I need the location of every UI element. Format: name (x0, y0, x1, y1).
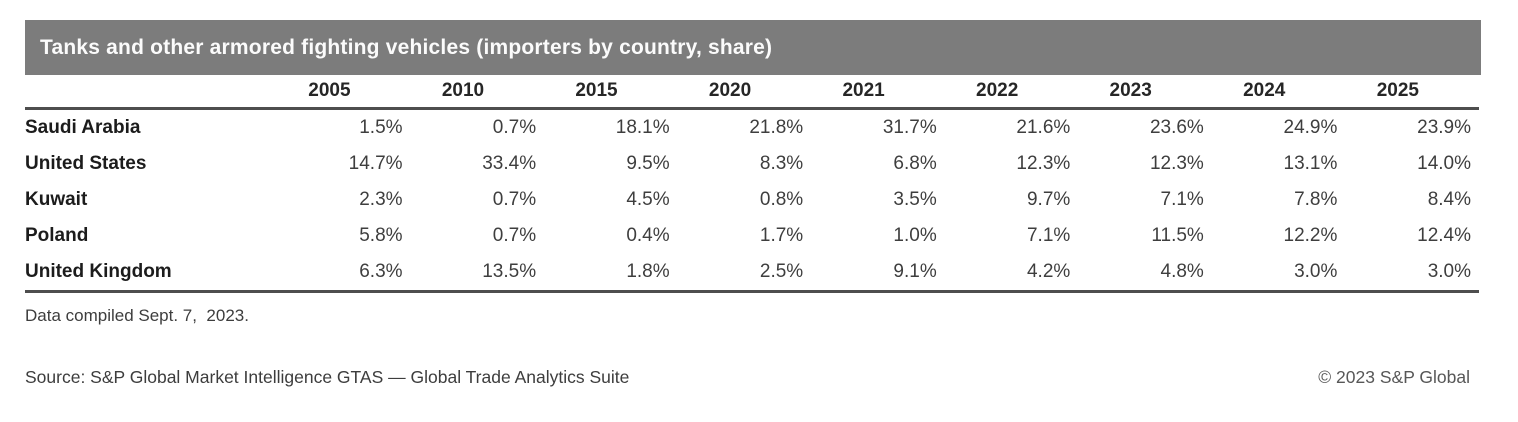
value-cell: 12.3% (1149, 153, 1204, 174)
table-row: Poland 5.8% 0.7% 0.4% 1.7% 1.0% 7.1% 11.5% 12.2%… (25, 218, 1479, 254)
value-cell: 5.8% (359, 225, 403, 246)
value-cell: 8.3% (759, 153, 804, 174)
country-cell: Kuwait (25, 189, 88, 210)
value-cell: 0.7% (492, 117, 537, 138)
value-cell: 14.7% (348, 153, 403, 174)
value-cell: 13.5% (410, 254, 545, 293)
value-cell: 0.8% (759, 189, 804, 210)
source-text: Source: S&P Global Market Intelligence G… (25, 367, 630, 387)
table-header-row: 2005 2010 2015 2020 2021 2022 2023 2024 2025 (25, 75, 1479, 110)
country-cell: United Kingdom (25, 254, 277, 293)
value-cell: 4.2% (944, 254, 1079, 293)
value-cell: 24.9% (1283, 117, 1338, 138)
year-header: 2015 (544, 75, 678, 110)
value-cell: 1.7% (759, 225, 804, 246)
country-cell: United States (25, 153, 147, 174)
value-cell: 1.5% (359, 117, 403, 138)
year-header: 2005 (277, 75, 411, 110)
country-column-header (25, 75, 277, 110)
table-row: United Kingdom 6.3% 13.5% 1.8% 2.5% 9.1% 4.2% 4… (25, 254, 1479, 293)
value-cell: 11.5% (1151, 225, 1204, 246)
value-cell: 23.9% (1417, 117, 1471, 138)
value-cell: 6.3% (277, 254, 411, 293)
year-header: 2022 (944, 75, 1079, 110)
value-cell: 31.7% (882, 117, 937, 138)
year-header: 2010 (410, 75, 545, 110)
country-cell: Poland (25, 225, 89, 246)
value-cell: 7.1% (1160, 189, 1204, 210)
value-cell: 21.6% (1016, 117, 1071, 138)
value-cell: 12.3% (1016, 153, 1071, 174)
data-compiled-note: Data compiled Sept. 7, 2023. (25, 306, 249, 325)
year-header: 2020 (677, 75, 812, 110)
value-cell: 9.7% (1026, 189, 1071, 210)
footer-row: Source: S&P Global Market Intelligence G… (25, 367, 1470, 388)
title-bar: Tanks and other armored fighting vehicle… (25, 20, 1481, 75)
value-cell: 33.4% (482, 153, 537, 174)
value-cell: 21.8% (749, 117, 804, 138)
value-cell: 7.1% (1026, 225, 1071, 246)
value-cell: 0.7% (492, 225, 537, 246)
value-cell: 1.0% (893, 225, 937, 246)
value-cell: 6.8% (893, 153, 937, 174)
table-row: Saudi Arabia 1.5% 0.7% 18.1% 21.8% 31.7% 21.6%… (25, 109, 1479, 147)
value-cell: 14.0% (1417, 153, 1471, 174)
table-row: Kuwait 2.3% 0.7% 4.5% 0.8% 3.5% 9.7% 7.1% 7.8% 8.… (25, 182, 1479, 218)
value-cell: 3.0% (1345, 254, 1479, 293)
table-body: Saudi Arabia 1.5% 0.7% 18.1% 21.8% 31.7% 21.6%… (25, 109, 1479, 293)
table-title: Tanks and other armored fighting vehicle… (40, 35, 773, 59)
value-cell: 23.6% (1149, 117, 1204, 138)
value-cell: 7.8% (1294, 189, 1338, 210)
value-cell: 9.5% (626, 153, 670, 174)
year-header: 2025 (1345, 75, 1479, 110)
year-header: 2024 (1211, 75, 1346, 110)
value-cell: 0.4% (626, 225, 670, 246)
value-cell: 4.8% (1078, 254, 1212, 293)
value-cell: 12.4% (1417, 225, 1471, 246)
value-cell: 4.5% (626, 189, 670, 210)
year-header: 2023 (1078, 75, 1212, 110)
value-cell: 2.5% (677, 254, 812, 293)
value-cell: 12.2% (1283, 225, 1338, 246)
value-cell: 3.0% (1211, 254, 1346, 293)
table-row: United States 14.7% 33.4% 9.5% 8.3% 6.8% 12.3%… (25, 146, 1479, 182)
year-header: 2021 (811, 75, 945, 110)
value-cell: 13.1% (1283, 153, 1338, 174)
value-cell: 0.7% (492, 189, 537, 210)
value-cell: 9.1% (811, 254, 945, 293)
value-cell: 18.1% (615, 117, 670, 138)
copyright-text: © 2023 S&P Global (1318, 367, 1470, 387)
value-cell: 1.8% (544, 254, 678, 293)
importers-share-table: 2005 2010 2015 2020 2021 2022 2023 2024 2025 Sau… (25, 75, 1479, 293)
country-cell: Saudi Arabia (25, 117, 141, 138)
value-cell: 3.5% (893, 189, 937, 210)
value-cell: 8.4% (1427, 189, 1471, 210)
value-cell: 2.3% (359, 189, 403, 210)
table-header: 2005 2010 2015 2020 2021 2022 2023 2024 2025 (25, 75, 1479, 110)
